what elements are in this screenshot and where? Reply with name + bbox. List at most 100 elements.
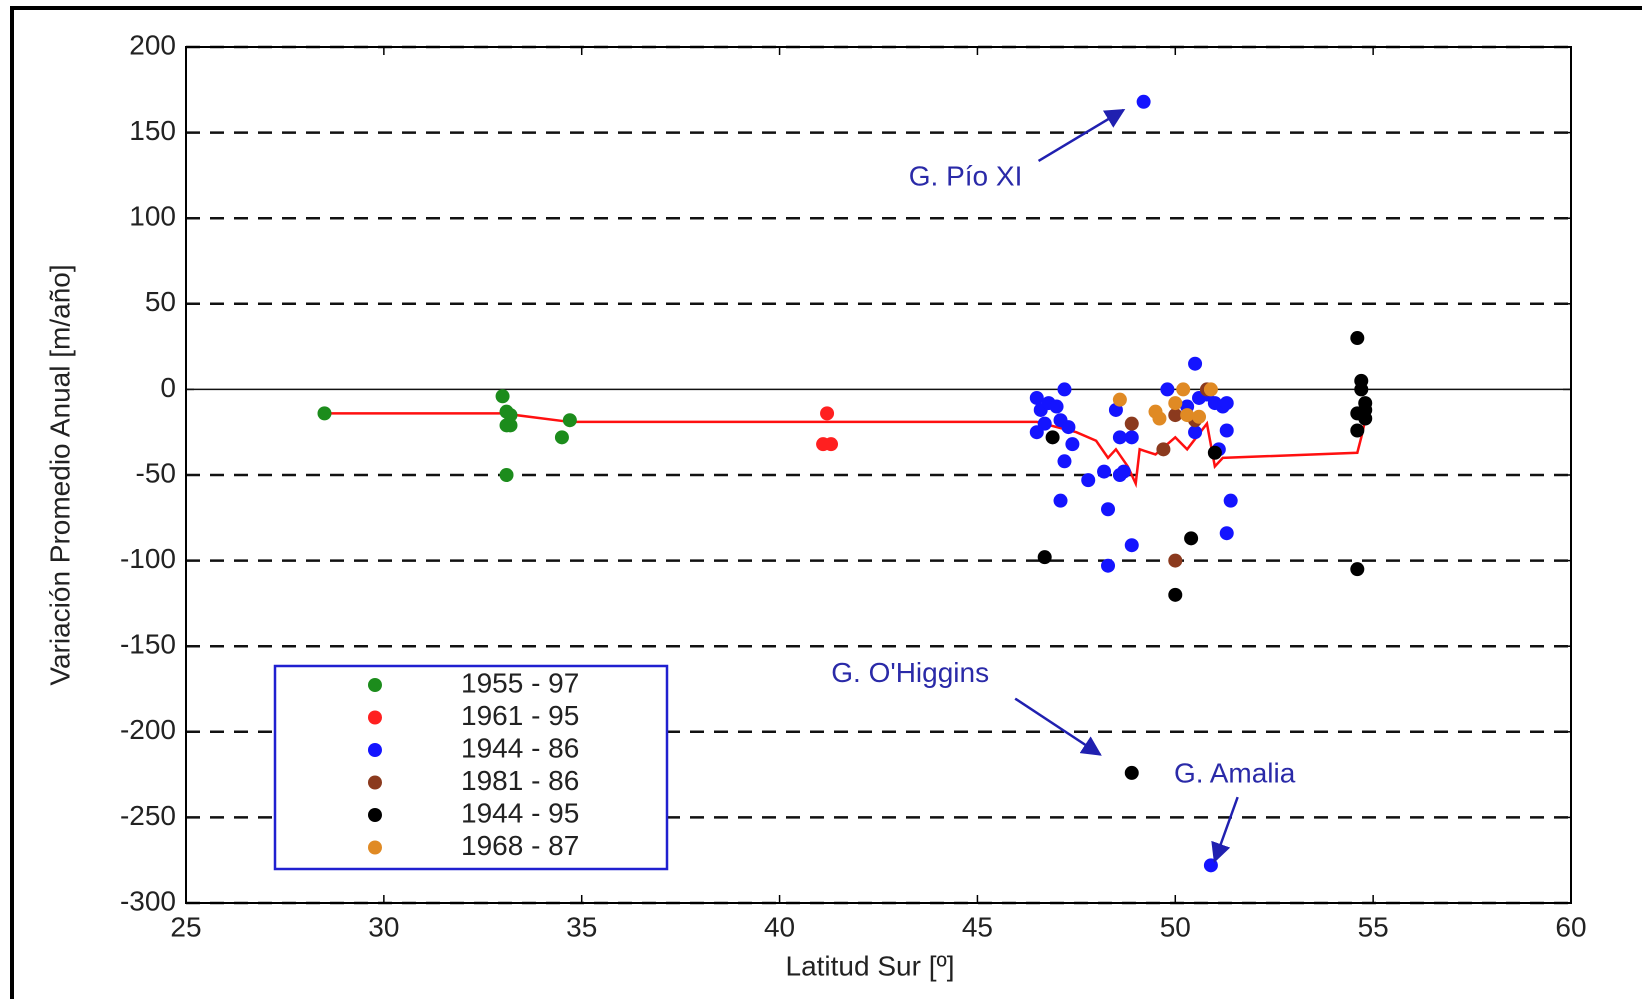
data-point xyxy=(1192,409,1207,424)
data-point xyxy=(499,468,514,482)
data-point xyxy=(1101,558,1116,573)
x-tick-label: 25 xyxy=(170,911,201,942)
data-point xyxy=(1203,382,1218,397)
y-tick-label: 150 xyxy=(129,115,176,146)
data-point xyxy=(1184,531,1199,546)
data-point xyxy=(554,430,569,445)
legend-marker xyxy=(368,775,382,790)
data-point xyxy=(1112,392,1127,407)
data-point xyxy=(1081,473,1096,488)
legend-label: 1944 - 95 xyxy=(461,797,579,828)
data-point xyxy=(1101,502,1116,517)
y-tick-label: 100 xyxy=(129,201,176,232)
outer-frame xyxy=(10,6,1642,999)
y-tick-label: 50 xyxy=(145,286,176,317)
annotation: G. Amalia xyxy=(1174,758,1296,789)
data-point xyxy=(562,413,577,428)
data-point xyxy=(1057,454,1072,469)
data-point xyxy=(1358,411,1373,426)
x-tick-label: 60 xyxy=(1555,911,1586,942)
data-point xyxy=(1136,94,1151,109)
x-axis-label: Latitud Sur [º] xyxy=(786,950,955,981)
data-point xyxy=(503,418,518,433)
y-axis-label: Variación Promedio Anual [m/año] xyxy=(44,264,75,685)
legend-label: 1981 - 86 xyxy=(461,765,579,796)
legend-label: 1961 - 95 xyxy=(461,700,579,731)
data-point xyxy=(1350,331,1365,346)
data-point xyxy=(1124,765,1139,780)
data-point xyxy=(1168,396,1183,411)
annotation: G. Pío XI xyxy=(909,160,1023,191)
plot-frame xyxy=(185,46,1572,904)
data-point xyxy=(1061,420,1076,435)
data-point xyxy=(1223,493,1238,508)
y-tick-label: 0 xyxy=(160,372,176,403)
annotation-arrow xyxy=(1211,796,1239,863)
legend-label: 1968 - 87 xyxy=(461,830,579,861)
annotation: G. O'Higgins xyxy=(831,657,989,688)
legend-label: 1955 - 97 xyxy=(461,667,579,698)
x-tick-label: 40 xyxy=(764,911,795,942)
legend-marker xyxy=(368,710,382,725)
data-point xyxy=(1029,425,1044,440)
data-point xyxy=(1152,411,1167,426)
data-point xyxy=(1124,430,1139,445)
data-point xyxy=(1029,390,1044,405)
legend-marker xyxy=(368,743,382,757)
data-point xyxy=(1168,408,1183,423)
data-point xyxy=(820,406,835,421)
data-point xyxy=(1037,550,1052,565)
data-point xyxy=(1097,464,1112,479)
data-point xyxy=(1180,408,1195,423)
y-tick-label: -200 xyxy=(120,714,176,745)
data-point xyxy=(824,437,839,452)
legend-box xyxy=(273,664,669,871)
data-point xyxy=(1354,382,1369,397)
y-tick-label: -150 xyxy=(120,629,176,660)
annotation-arrow xyxy=(1014,697,1102,756)
x-tick-label: 55 xyxy=(1358,911,1389,942)
x-tick-label: 45 xyxy=(962,911,993,942)
legend-label: 1944 - 86 xyxy=(461,732,579,763)
data-point xyxy=(1188,356,1203,371)
data-point xyxy=(1049,399,1064,414)
legend-marker xyxy=(368,840,382,855)
data-point xyxy=(1350,423,1365,438)
x-tick-label: 35 xyxy=(566,911,597,942)
data-point xyxy=(495,389,510,404)
data-point xyxy=(1045,430,1060,445)
y-tick-label: -300 xyxy=(120,885,176,916)
data-point xyxy=(1350,562,1365,577)
data-point xyxy=(1188,425,1203,440)
data-point xyxy=(1168,587,1183,602)
data-point xyxy=(1057,382,1072,397)
y-tick-label: -250 xyxy=(120,800,176,831)
y-tick-label: 200 xyxy=(129,29,176,60)
data-point xyxy=(317,406,332,421)
legend-marker xyxy=(368,808,382,822)
trend-line xyxy=(324,412,1367,489)
data-point xyxy=(1053,493,1068,508)
x-tick-label: 30 xyxy=(368,911,399,942)
data-point xyxy=(1219,423,1234,438)
data-point xyxy=(1065,437,1080,452)
data-point xyxy=(1176,382,1191,397)
data-point xyxy=(1160,382,1175,397)
data-point xyxy=(1124,416,1139,431)
y-tick-label: -100 xyxy=(120,543,176,574)
annotation-arrow xyxy=(1037,108,1126,163)
data-point xyxy=(1168,553,1183,568)
y-tick-label: -50 xyxy=(136,457,176,488)
data-point xyxy=(1156,442,1171,457)
data-point xyxy=(1112,468,1127,482)
x-tick-label: 50 xyxy=(1160,911,1191,942)
data-point xyxy=(1219,526,1234,541)
data-point xyxy=(1112,430,1127,445)
data-point xyxy=(1124,538,1139,553)
legend-marker xyxy=(368,678,382,692)
data-point xyxy=(1207,445,1222,460)
data-point xyxy=(1219,396,1234,411)
